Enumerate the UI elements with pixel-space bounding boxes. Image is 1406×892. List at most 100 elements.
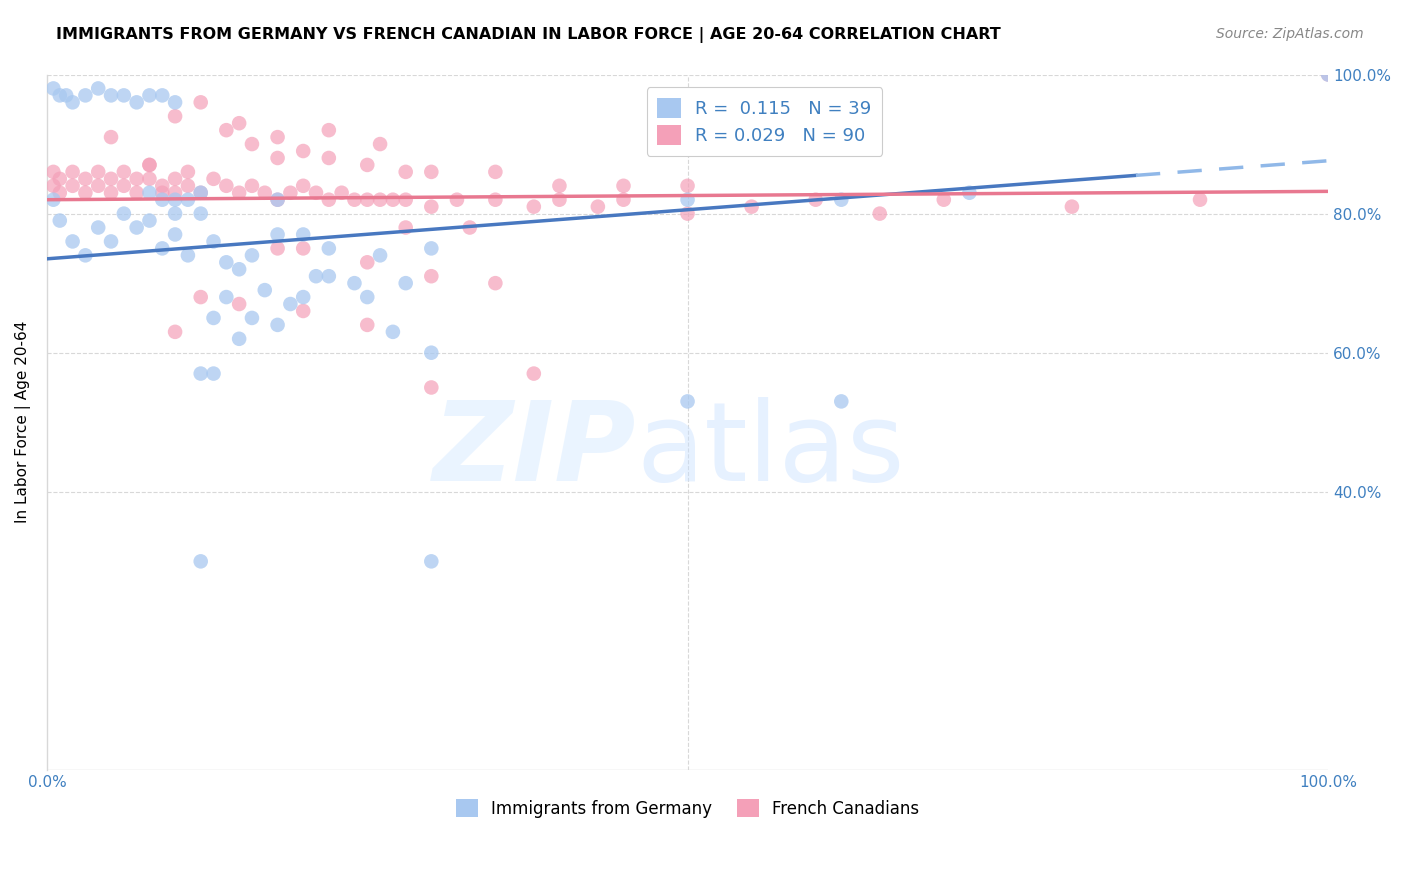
Point — [62, 235, 84, 249]
Point — [292, 178, 315, 193]
Point — [49, 186, 72, 200]
Point — [215, 123, 238, 137]
Point — [676, 193, 699, 207]
Point — [202, 235, 225, 249]
Point — [523, 200, 546, 214]
Point — [150, 186, 173, 200]
Point — [548, 178, 571, 193]
Point — [804, 193, 827, 207]
Point — [343, 276, 366, 290]
Point — [202, 310, 225, 325]
Point — [356, 290, 378, 304]
Point — [42, 193, 65, 207]
Point — [138, 186, 160, 200]
Point — [138, 88, 160, 103]
Point — [42, 81, 65, 95]
Point — [240, 310, 263, 325]
Point — [75, 88, 97, 103]
Point — [676, 178, 699, 193]
Point — [395, 193, 418, 207]
Point — [484, 193, 506, 207]
Point — [42, 165, 65, 179]
Point — [87, 81, 110, 95]
Point — [165, 193, 187, 207]
Point — [190, 290, 212, 304]
Point — [165, 95, 187, 110]
Point — [266, 193, 288, 207]
Point — [741, 200, 763, 214]
Point — [87, 165, 110, 179]
Point — [138, 158, 160, 172]
Point — [42, 178, 65, 193]
Point — [190, 95, 212, 110]
Point — [280, 186, 302, 200]
Point — [112, 165, 135, 179]
Point — [228, 116, 250, 130]
Point — [356, 158, 378, 172]
Text: Source: ZipAtlas.com: Source: ZipAtlas.com — [1216, 27, 1364, 41]
Point — [190, 367, 212, 381]
Point — [75, 248, 97, 262]
Point — [253, 283, 276, 297]
Point — [420, 200, 443, 214]
Point — [112, 178, 135, 193]
Point — [49, 88, 72, 103]
Point — [177, 193, 200, 207]
Point — [100, 88, 122, 103]
Point — [458, 220, 481, 235]
Point — [55, 88, 77, 103]
Point — [228, 186, 250, 200]
Point — [202, 171, 225, 186]
Point — [1317, 68, 1340, 82]
Text: atlas: atlas — [637, 397, 905, 504]
Point — [215, 290, 238, 304]
Point — [381, 325, 404, 339]
Point — [165, 186, 187, 200]
Point — [356, 193, 378, 207]
Text: ZIP: ZIP — [433, 397, 637, 504]
Point — [356, 318, 378, 332]
Point — [676, 394, 699, 409]
Point — [190, 206, 212, 220]
Point — [215, 178, 238, 193]
Point — [1317, 68, 1340, 82]
Point — [420, 554, 443, 568]
Point — [266, 227, 288, 242]
Point — [318, 241, 340, 255]
Point — [165, 206, 187, 220]
Point — [240, 178, 263, 193]
Point — [420, 380, 443, 394]
Point — [830, 193, 852, 207]
Point — [150, 241, 173, 255]
Point — [165, 227, 187, 242]
Point — [87, 178, 110, 193]
Point — [1189, 193, 1212, 207]
Point — [125, 95, 148, 110]
Point — [305, 186, 328, 200]
Point — [446, 193, 468, 207]
Point — [75, 186, 97, 200]
Point — [138, 213, 160, 227]
Point — [318, 193, 340, 207]
Point — [869, 206, 891, 220]
Point — [150, 178, 173, 193]
Point — [202, 367, 225, 381]
Point — [420, 345, 443, 359]
Point — [292, 144, 315, 158]
Point — [292, 304, 315, 318]
Point — [586, 200, 609, 214]
Point — [62, 165, 84, 179]
Point — [266, 130, 288, 145]
Point — [228, 262, 250, 277]
Point — [240, 137, 263, 152]
Point — [395, 220, 418, 235]
Point — [165, 171, 187, 186]
Point — [253, 186, 276, 200]
Point — [100, 171, 122, 186]
Point — [112, 206, 135, 220]
Point — [62, 95, 84, 110]
Point — [381, 193, 404, 207]
Point — [484, 165, 506, 179]
Point — [190, 554, 212, 568]
Point — [228, 332, 250, 346]
